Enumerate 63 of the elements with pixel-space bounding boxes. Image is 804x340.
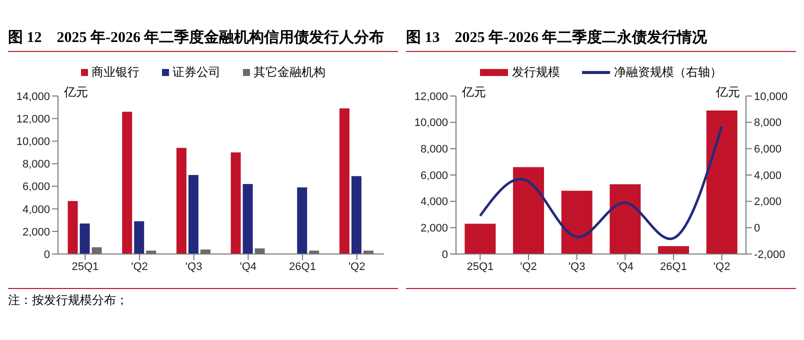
y-tick-label: 6,000: [420, 170, 448, 182]
x-tick-label: 26Q1: [289, 260, 316, 273]
x-tick-label: 'Q4: [240, 260, 257, 273]
x-tick-label: 'Q2: [520, 260, 537, 273]
x-tick-label: 25Q1: [72, 260, 99, 273]
bar: [339, 108, 350, 254]
y-tick-label: 2,000: [22, 226, 50, 238]
legend-label: 商业银行: [92, 64, 140, 80]
y2-tick-label: 4,000: [754, 170, 782, 182]
bar: [658, 246, 690, 254]
legend-label: 证券公司: [172, 64, 220, 80]
y-tick-label: 12,000: [16, 113, 50, 126]
chart-title: 图 13 2025 年-2026 年二季度二永债发行情况: [406, 28, 708, 48]
x-tick-label: 'Q2: [348, 260, 366, 273]
legend-label: 发行规模: [512, 64, 560, 80]
y2-tick-label: -2,000: [754, 248, 786, 261]
y-tick-label: 4,000: [22, 204, 50, 216]
chart-title: 图 12 2025 年-2026 年二季度金融机构信用债发行人分布: [8, 28, 386, 48]
line-series: [478, 125, 724, 240]
y2-tick-label: 10,000: [754, 90, 788, 103]
bar: [706, 110, 738, 254]
y-axis-title: 亿元: [64, 84, 88, 101]
y-tick-label: 14,000: [16, 90, 50, 103]
bar: [610, 184, 641, 254]
y-tick-label: 6,000: [22, 181, 50, 194]
x-tick-label: 'Q2: [131, 260, 148, 273]
bar: [122, 112, 132, 254]
x-tick-label: 'Q2: [713, 260, 730, 273]
y2-tick-label: 0: [754, 222, 760, 235]
legend-label: 其它金融机构: [254, 64, 326, 80]
bar: [464, 224, 496, 254]
x-tick-label: 'Q3: [568, 260, 586, 273]
y2-tick-label: 6,000: [754, 144, 782, 156]
y-axis-title: 亿元: [462, 84, 486, 101]
bar: [176, 148, 186, 254]
y-tick-label: 4,000: [420, 196, 448, 208]
bar: [68, 200, 78, 254]
y2-tick-label: 8,000: [754, 117, 782, 130]
x-tick-label: 26Q1: [660, 260, 687, 273]
text: 注：按发行规模分布；: [8, 292, 129, 308]
bar: [134, 221, 144, 254]
legend-label: 净融资规模（右轴）: [614, 64, 722, 80]
x-tick-label: 'Q4: [616, 260, 634, 273]
y-tick-label: 0: [442, 248, 448, 261]
x-tick-label: 25Q1: [466, 260, 494, 273]
bar: [188, 175, 198, 254]
y2-tick-label: 2,000: [754, 196, 782, 208]
y-tick-label: 2,000: [420, 222, 448, 235]
x-tick-label: 'Q3: [185, 260, 202, 273]
bar: [242, 184, 253, 254]
bar: [297, 187, 308, 254]
y-tick-label: 10,000: [16, 136, 50, 148]
y-tick-label: 10,000: [414, 117, 448, 130]
y-tick-label: 8,000: [420, 144, 448, 156]
bar: [80, 224, 90, 254]
bar: [513, 167, 544, 254]
bar: [351, 176, 362, 254]
bar: [230, 152, 241, 254]
y-tick-label: 0: [44, 248, 50, 261]
y2-axis-title: 亿元: [716, 84, 740, 101]
y-tick-label: 12,000: [414, 90, 448, 103]
y-tick-label: 8,000: [22, 158, 50, 171]
bar: [561, 190, 592, 254]
